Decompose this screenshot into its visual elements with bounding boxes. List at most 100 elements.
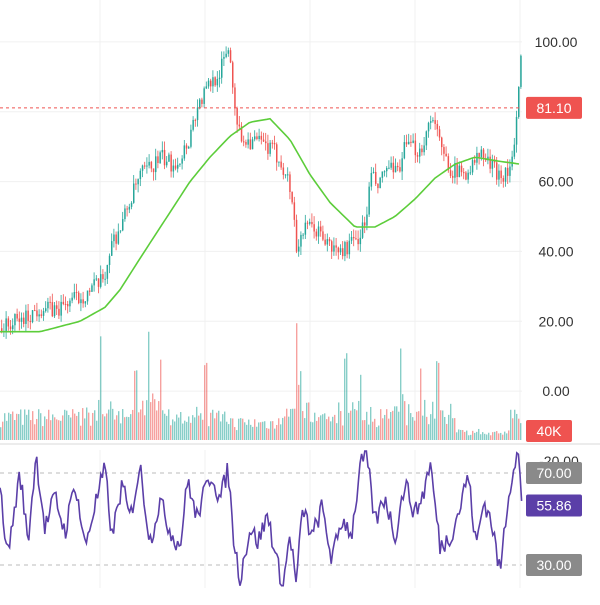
candle-body (287, 174, 289, 176)
candle-body (480, 149, 483, 158)
candle-body (304, 222, 307, 235)
candle-body (423, 145, 425, 153)
volume-bar (50, 420, 52, 440)
volume-bar (452, 418, 454, 440)
volume-bar (18, 414, 20, 440)
volume-bar (296, 323, 298, 440)
candle-body (51, 302, 54, 317)
volume-bar (450, 403, 452, 440)
volume-bar (214, 418, 216, 440)
candle-body (298, 246, 300, 252)
candle-body (95, 278, 98, 280)
candle-body (40, 314, 43, 316)
candle-body (408, 141, 410, 145)
volume-bar (82, 408, 84, 440)
candle-body (456, 162, 458, 178)
volume-bar (150, 402, 152, 440)
volume-bar (330, 421, 332, 440)
candle-body (207, 80, 210, 87)
price-tick-label: 60.00 (538, 174, 573, 190)
candle-body (315, 231, 318, 237)
volume-bar (218, 410, 220, 440)
volume-bar (44, 416, 46, 440)
candle-body (234, 87, 236, 109)
candle-body (190, 129, 192, 147)
candle-body (201, 99, 203, 104)
candle-body (38, 314, 40, 317)
volume-bar (232, 418, 234, 440)
candle-body (214, 77, 216, 86)
volume-bar (28, 409, 30, 440)
volume-bar (156, 410, 158, 440)
volume-bar (76, 415, 78, 440)
candle-body (454, 162, 456, 178)
volume-bar (90, 425, 92, 440)
candle-body (170, 154, 172, 172)
candle-body (372, 171, 375, 173)
volume-bar (212, 409, 214, 440)
volume-bar (96, 420, 98, 440)
volume-bar (500, 432, 502, 440)
candle-body (289, 174, 291, 192)
rsi-lower-label: 30.00 (536, 557, 571, 573)
volume-bar (362, 420, 364, 440)
candle-body (509, 166, 511, 176)
volume-bar (98, 399, 100, 440)
candle-body (355, 238, 357, 240)
volume-bar (342, 425, 344, 440)
volume-bars (0, 323, 522, 440)
candle-body (62, 301, 65, 304)
volume-bar (310, 421, 312, 440)
candle-body (163, 149, 166, 166)
candle-body (463, 172, 465, 174)
volume-bar (114, 419, 116, 440)
volume-bar (274, 428, 276, 440)
volume-bar (308, 402, 310, 440)
candle-body (177, 164, 179, 169)
candle-body (311, 221, 313, 225)
volume-bar (130, 414, 132, 440)
candle-body (280, 161, 282, 168)
candle-body (188, 146, 190, 149)
volume-bar (478, 428, 480, 440)
volume-bar (152, 393, 154, 440)
volume-bar (260, 422, 262, 440)
candle-body (399, 167, 401, 172)
candle-body (458, 165, 461, 178)
volume-bar (4, 413, 6, 440)
volume-bar (498, 433, 500, 440)
candle-body (381, 171, 384, 178)
candle-body (221, 58, 223, 78)
candle-body (144, 165, 146, 167)
volume-bar (348, 412, 350, 440)
volume-bar (448, 414, 450, 440)
price-tick-label: 0.00 (542, 383, 569, 399)
volume-bar (120, 423, 122, 440)
volume-bar (16, 413, 18, 440)
volume-bar (64, 409, 66, 440)
volume-bar (170, 425, 172, 440)
volume-bar (444, 416, 446, 440)
volume-bar (402, 394, 404, 440)
volume-bar (264, 421, 266, 440)
volume-bar (58, 420, 60, 440)
candle-body (482, 149, 485, 159)
volume-bar (242, 418, 244, 440)
candle-body (278, 161, 280, 163)
volume-bar (154, 399, 156, 440)
candle-body (232, 62, 234, 88)
candle-body (489, 156, 491, 169)
volume-bar (268, 428, 270, 440)
volume-bar (408, 404, 410, 440)
candle-body (148, 161, 150, 166)
candle-body (504, 167, 507, 182)
volume-bar (14, 420, 16, 440)
volume-bar (294, 408, 296, 440)
volume-bar (486, 434, 488, 440)
candle-body (273, 143, 276, 145)
volume-bar (436, 361, 438, 440)
candle-body (82, 299, 84, 304)
